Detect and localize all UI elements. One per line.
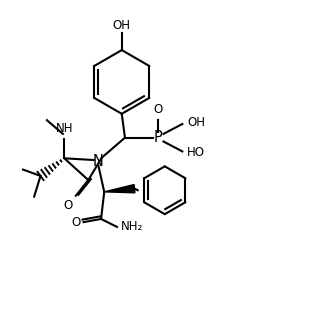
Text: P: P [154, 130, 163, 145]
Text: O: O [72, 216, 81, 228]
Text: O: O [63, 199, 72, 212]
Polygon shape [104, 185, 135, 193]
Text: NH: NH [56, 122, 73, 134]
Text: OH: OH [187, 116, 205, 129]
Text: O: O [154, 103, 163, 116]
Text: OH: OH [113, 19, 131, 32]
Text: N: N [92, 154, 103, 169]
Text: HO: HO [187, 147, 205, 159]
Text: NH₂: NH₂ [121, 220, 143, 233]
